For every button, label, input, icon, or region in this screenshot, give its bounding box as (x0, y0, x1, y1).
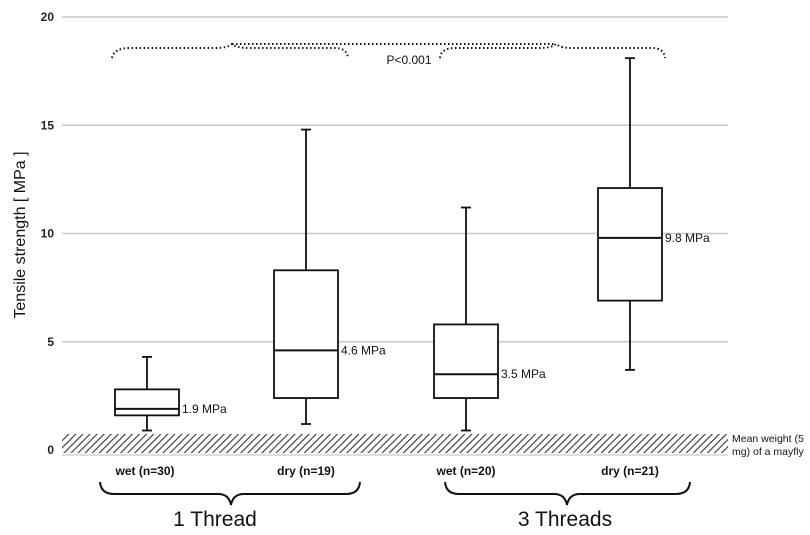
category-label: wet (n=30) (114, 464, 174, 478)
category-labels: wet (n=30) dry (n=19) wet (n=20) dry (n=21) (114, 464, 658, 478)
median-label: 9.8 MPa (665, 231, 710, 245)
y-tick-label: 20 (41, 10, 55, 24)
iqr-box (273, 269, 339, 399)
category-label: dry (n=21) (601, 464, 659, 478)
box-2: 4.6 MPa (273, 128, 386, 425)
median-label: 4.6 MPa (341, 343, 386, 357)
y-tick-label: 5 (47, 335, 54, 349)
iqr-box (597, 187, 663, 302)
y-tick-label: 15 (41, 118, 55, 132)
group-brace-1-thread (99, 481, 361, 506)
band-label-line1: Mean weight (5 (732, 433, 804, 445)
category-label: dry (n=19) (277, 464, 335, 478)
box-1: 1.9 MPa (114, 356, 227, 432)
significance-brace-right (439, 42, 666, 59)
boxes: 1.9 MPa 4.6 MPa 3.5 MPa 9.8 MPa (114, 57, 710, 432)
y-tick-label: 10 (41, 227, 55, 241)
y-axis-label: Tensile strength [ MPa ] (12, 151, 29, 318)
p-value-annotation: P<0.001 (386, 53, 431, 67)
group-label-3-threads: 3 Threads (518, 508, 612, 531)
box-3: 3.5 MPa (433, 206, 546, 432)
group-label-1-thread: 1 Thread (173, 508, 257, 531)
y-tick-label: 0 (47, 443, 54, 457)
mayfly-weight-band (62, 434, 728, 453)
median-label: 1.9 MPa (182, 402, 227, 416)
box-4: 9.8 MPa (597, 57, 710, 371)
significance-brace (111, 42, 349, 59)
category-label: wet (n=20) (435, 464, 495, 478)
group-brace-3-threads (444, 481, 691, 506)
median-label: 3.5 MPa (501, 367, 546, 381)
iqr-box (433, 323, 499, 399)
band-label-line2: mg) of a mayfly (732, 446, 805, 458)
y-tick-labels: 0 5 10 15 20 (41, 10, 55, 457)
iqr-box (114, 388, 180, 417)
